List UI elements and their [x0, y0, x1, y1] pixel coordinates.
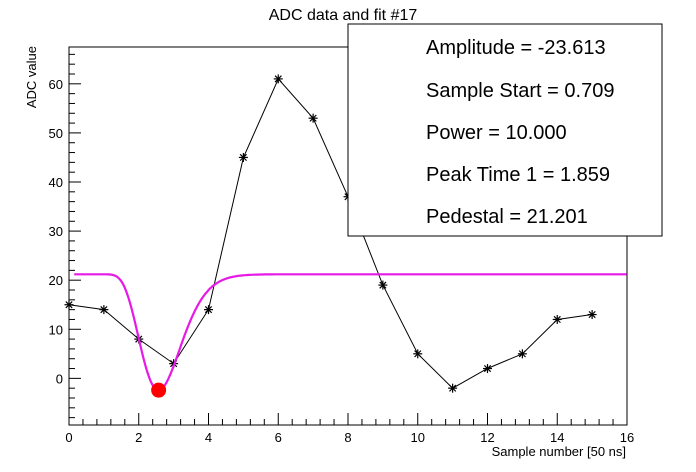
x-axis-label: Sample number [50 ns]	[492, 444, 626, 459]
point-stroke	[100, 306, 108, 314]
point-stroke	[483, 364, 492, 373]
stats-power: Power = 10.000	[426, 122, 567, 144]
point-stroke	[518, 350, 526, 358]
data-point	[413, 349, 423, 359]
stats-box: Amplitude = -23.613 Sample Start = 0.709…	[347, 23, 663, 237]
x-tick-label: 2	[135, 430, 142, 445]
point-stroke	[553, 315, 561, 324]
fit-curve	[74, 273, 627, 392]
data-point	[483, 364, 492, 374]
x-tick-label: 16	[620, 430, 634, 445]
data-point	[204, 305, 213, 315]
y-tick-label: 10	[49, 322, 63, 337]
y-tick-label: 60	[49, 77, 63, 92]
x-tick-label: 10	[411, 430, 425, 445]
y-tick-label: 50	[49, 126, 63, 141]
point-stroke	[379, 281, 387, 289]
y-tick-label: 0	[56, 371, 63, 386]
point-stroke	[309, 114, 317, 122]
point-stroke	[204, 306, 213, 314]
point-stroke	[449, 384, 457, 392]
data-point	[99, 305, 109, 315]
data-point	[552, 314, 562, 324]
x-tick-label: 4	[205, 430, 212, 445]
point-stroke	[588, 310, 596, 319]
data-point	[517, 349, 527, 359]
x-tick-label: 6	[275, 430, 282, 445]
point-stroke	[239, 153, 247, 162]
peak-marker	[151, 382, 167, 398]
x-tick-label: 8	[344, 430, 351, 445]
fit-curve-layer	[74, 273, 627, 392]
data-point	[308, 113, 318, 123]
y-axis-label: ADC value	[24, 46, 39, 108]
y-tick-label: 30	[49, 224, 63, 239]
stats-box-border	[347, 23, 663, 237]
x-tick-label: 0	[65, 430, 72, 445]
y-axis: 0 10 20 30 40 50 60	[49, 53, 81, 419]
x-tick-label: 12	[480, 430, 494, 445]
point-stroke	[65, 301, 73, 309]
stats-sample-start: Sample Start = 0.709	[426, 80, 614, 102]
data-point	[238, 152, 248, 162]
data-point	[587, 310, 597, 320]
x-axis: 0 2 4 6 8 10 12 14 16	[65, 413, 634, 445]
data-series	[64, 74, 597, 393]
data-point	[64, 300, 74, 310]
y-tick-label: 40	[49, 175, 63, 190]
x-tick-label: 14	[550, 430, 564, 445]
series-line	[68, 77, 593, 389]
stats-peak-time: Peak Time 1 = 1.859	[426, 164, 610, 186]
point-stroke	[414, 350, 422, 358]
data-point	[378, 280, 388, 290]
chart-title: ADC data and fit #17	[269, 7, 418, 24]
data-point	[273, 74, 283, 84]
peak-marker-layer	[151, 382, 167, 398]
data-point	[448, 383, 458, 393]
stats-pedestal: Pedestal = 21.201	[426, 206, 588, 228]
stats-amplitude: Amplitude = -23.613	[426, 37, 606, 59]
y-tick-label: 20	[49, 273, 63, 288]
point-stroke	[274, 75, 282, 83]
